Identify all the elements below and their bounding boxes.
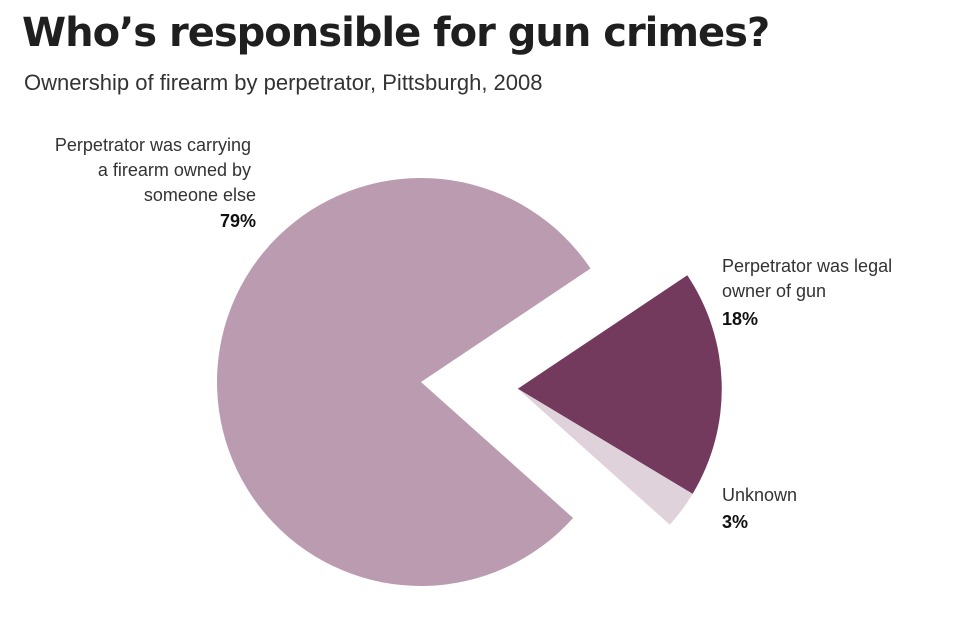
pie-slice-2 xyxy=(517,388,693,525)
chart-title: Who’s responsible for gun crimes? xyxy=(22,10,770,56)
slice-label-legal-owner: Perpetrator was legal owner of gun xyxy=(722,256,897,301)
slice-value-unknown: 3% xyxy=(722,512,748,532)
slice-label-line: a firearm owned by xyxy=(98,160,251,180)
slice-label-line: Perpetrator was carrying xyxy=(55,135,251,155)
slice-label-line: Perpetrator was legal xyxy=(722,256,892,276)
slice-value-legal-owner: 18% xyxy=(722,309,758,329)
slice-label-unknown: Unknown xyxy=(722,485,797,505)
slice-value-someone-else: 79% xyxy=(220,211,256,231)
pie-slice-1 xyxy=(517,275,722,494)
slice-label-line: owner of gun xyxy=(722,281,826,301)
slice-label-line: someone else xyxy=(144,185,256,205)
slice-label-someone-else: Perpetrator was carrying a firearm owned… xyxy=(55,135,256,205)
chart-subtitle: Ownership of firearm by perpetrator, Pit… xyxy=(24,70,543,95)
pie-slice-0 xyxy=(217,177,591,587)
slice-label-line: Unknown xyxy=(722,485,797,505)
